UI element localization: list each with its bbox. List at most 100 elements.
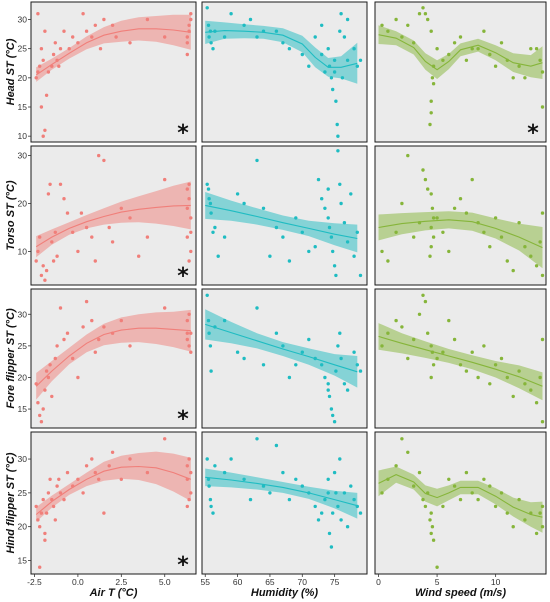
- data-point-fore_flipper-air_t-16: [76, 375, 80, 380]
- data-point-head-wind_speed-31: [517, 64, 521, 68]
- data-point-hind_flipper-air_t-26: [110, 450, 115, 454]
- data-point-torso-humidity-13: [268, 254, 272, 258]
- data-point-torso-air_t-5: [43, 278, 47, 282]
- data-point-head-humidity-28: [335, 122, 339, 127]
- data-point-hind_flipper-air_t-25: [107, 464, 111, 468]
- data-point-torso-air_t-4: [41, 264, 45, 268]
- data-point-fore_flipper-humidity-25: [334, 369, 338, 373]
- data-point-torso-wind_speed-30: [511, 268, 515, 273]
- data-point-hind_flipper-humidity-38: [349, 484, 353, 488]
- data-point-torso-humidity-14: [274, 225, 279, 230]
- data-point-head-air_t-20: [71, 35, 75, 39]
- data-point-torso-air_t-9: [50, 240, 54, 244]
- panel-hind_flipper-wind_speed: 0 5 10: [374, 431, 547, 587]
- data-point-torso-wind_speed-26: [488, 245, 492, 249]
- data-point-hind_flipper-air_t-14: [58, 491, 63, 495]
- data-point-head-humidity-13: [274, 29, 279, 33]
- data-point-torso-wind_speed-4: [406, 153, 410, 158]
- data-point-head-wind_speed-7: [421, 6, 425, 10]
- data-point-fore_flipper-wind_speed-18: [458, 363, 463, 367]
- data-point-torso-humidity-22: [320, 197, 324, 201]
- data-point-torso-air_t-3: [39, 273, 44, 278]
- data-point-fore_flipper-wind_speed-8: [423, 299, 428, 304]
- data-point-torso-humidity-11: [255, 158, 259, 163]
- data-point-torso-humidity-9: [235, 192, 240, 196]
- data-point-hind_flipper-humidity-4: [209, 504, 213, 509]
- data-point-head-wind_speed-15: [428, 122, 432, 127]
- fit-line-hind_flipper-wind_speed: [378, 473, 543, 518]
- data-point-torso-wind_speed-33: [529, 254, 533, 258]
- data-point-torso-wind_speed-36: [540, 211, 545, 215]
- data-point-fore_flipper-wind_speed-22: [482, 344, 486, 348]
- data-point-torso-humidity-12: [261, 206, 266, 210]
- x-tick-label-air_t-0: -2.5: [27, 577, 42, 587]
- data-point-torso-air_t-34: [187, 197, 191, 201]
- data-point-torso-humidity-23: [323, 206, 327, 210]
- data-point-head-humidity-19: [320, 23, 324, 27]
- data-point-fore_flipper-humidity-2: [207, 331, 211, 335]
- data-point-head-humidity-24: [331, 87, 335, 92]
- data-point-hind_flipper-air_t-31: [185, 477, 189, 481]
- data-point-fore_flipper-air_t-13: [62, 337, 66, 342]
- data-point-fore_flipper-wind_speed-26: [505, 375, 509, 380]
- data-point-fore_flipper-air_t-17: [81, 325, 85, 329]
- data-point-hind_flipper-humidity-1: [206, 477, 211, 481]
- data-point-hind_flipper-wind_speed-12: [431, 538, 436, 542]
- data-point-torso-humidity-27: [331, 249, 335, 254]
- data-point-torso-air_t-31: [185, 206, 189, 210]
- data-point-hind_flipper-wind_speed-26: [499, 491, 504, 495]
- data-point-torso-air_t-30: [163, 177, 167, 182]
- data-point-head-air_t-30: [128, 41, 132, 45]
- data-point-hind_flipper-wind_speed-25: [493, 504, 498, 509]
- data-point-torso-wind_speed-20: [452, 206, 457, 210]
- data-point-head-humidity-25: [332, 58, 337, 62]
- data-point-head-air_t-14: [53, 41, 57, 45]
- data-point-fore_flipper-air_t-28: [185, 331, 189, 335]
- y-axis-label-hind_flipper: Hind flipper ST (°C): [5, 452, 17, 553]
- data-point-hind_flipper-air_t-8: [48, 477, 52, 481]
- data-point-hind_flipper-wind_speed-9: [426, 491, 430, 495]
- data-point-fore_flipper-air_t-7: [46, 375, 51, 380]
- data-point-fore_flipper-wind_speed-20: [470, 350, 474, 354]
- data-point-hind_flipper-wind_speed-6: [417, 470, 422, 475]
- data-point-fore_flipper-wind_speed-17: [452, 337, 457, 342]
- data-point-torso-humidity-28: [332, 264, 337, 268]
- data-point-hind_flipper-wind_speed-23: [482, 477, 486, 481]
- data-point-hind_flipper-humidity-22: [320, 511, 324, 515]
- data-point-torso-air_t-13: [58, 182, 63, 186]
- data-point-torso-humidity-33: [342, 221, 347, 225]
- data-point-torso-wind_speed-27: [493, 216, 498, 220]
- data-point-head-air_t-25: [93, 23, 98, 27]
- data-point-torso-humidity-10: [242, 201, 246, 206]
- data-point-hind_flipper-air_t-19: [81, 491, 85, 495]
- y-tick-label-head-2: 20: [18, 73, 28, 83]
- data-point-fore_flipper-wind_speed-28: [517, 369, 521, 373]
- data-point-hind_flipper-wind_speed-5: [412, 484, 416, 488]
- data-point-torso-wind_speed-10: [429, 192, 433, 196]
- y-tick-label-head-1: 15: [18, 102, 28, 112]
- data-point-hind_flipper-wind_speed-18: [452, 484, 457, 488]
- data-point-fore_flipper-air_t-19: [90, 318, 94, 323]
- data-point-head-humidity-32: [342, 35, 347, 39]
- data-point-head-humidity-9: [242, 23, 246, 27]
- data-point-torso-humidity-38: [349, 192, 353, 196]
- data-point-hind_flipper-humidity-13: [268, 491, 272, 495]
- data-point-fore_flipper-air_t-5: [43, 388, 47, 392]
- data-point-torso-wind_speed-15: [428, 254, 432, 258]
- data-point-hind_flipper-humidity-24: [326, 491, 330, 495]
- data-point-fore_flipper-humidity-7: [235, 350, 240, 354]
- data-point-torso-wind_speed-29: [505, 259, 509, 263]
- data-point-torso-humidity-34: [345, 240, 350, 244]
- data-point-fore_flipper-wind_speed-34: [538, 375, 542, 380]
- data-point-fore_flipper-humidity-1: [206, 318, 211, 323]
- data-point-fore_flipper-humidity-30: [345, 388, 350, 392]
- data-point-hind_flipper-wind_speed-8: [423, 504, 428, 509]
- data-point-head-humidity-4: [209, 41, 213, 45]
- data-point-hind_flipper-air_t-5: [43, 531, 47, 536]
- data-point-hind_flipper-humidity-29: [334, 491, 338, 495]
- data-point-torso-wind_speed-1: [386, 259, 390, 263]
- data-point-hind_flipper-wind_speed-30: [523, 518, 527, 522]
- y-tick-label-head-4: 30: [18, 15, 28, 25]
- data-point-head-air_t-17: [58, 47, 63, 51]
- data-point-fore_flipper-humidity-22: [329, 407, 334, 411]
